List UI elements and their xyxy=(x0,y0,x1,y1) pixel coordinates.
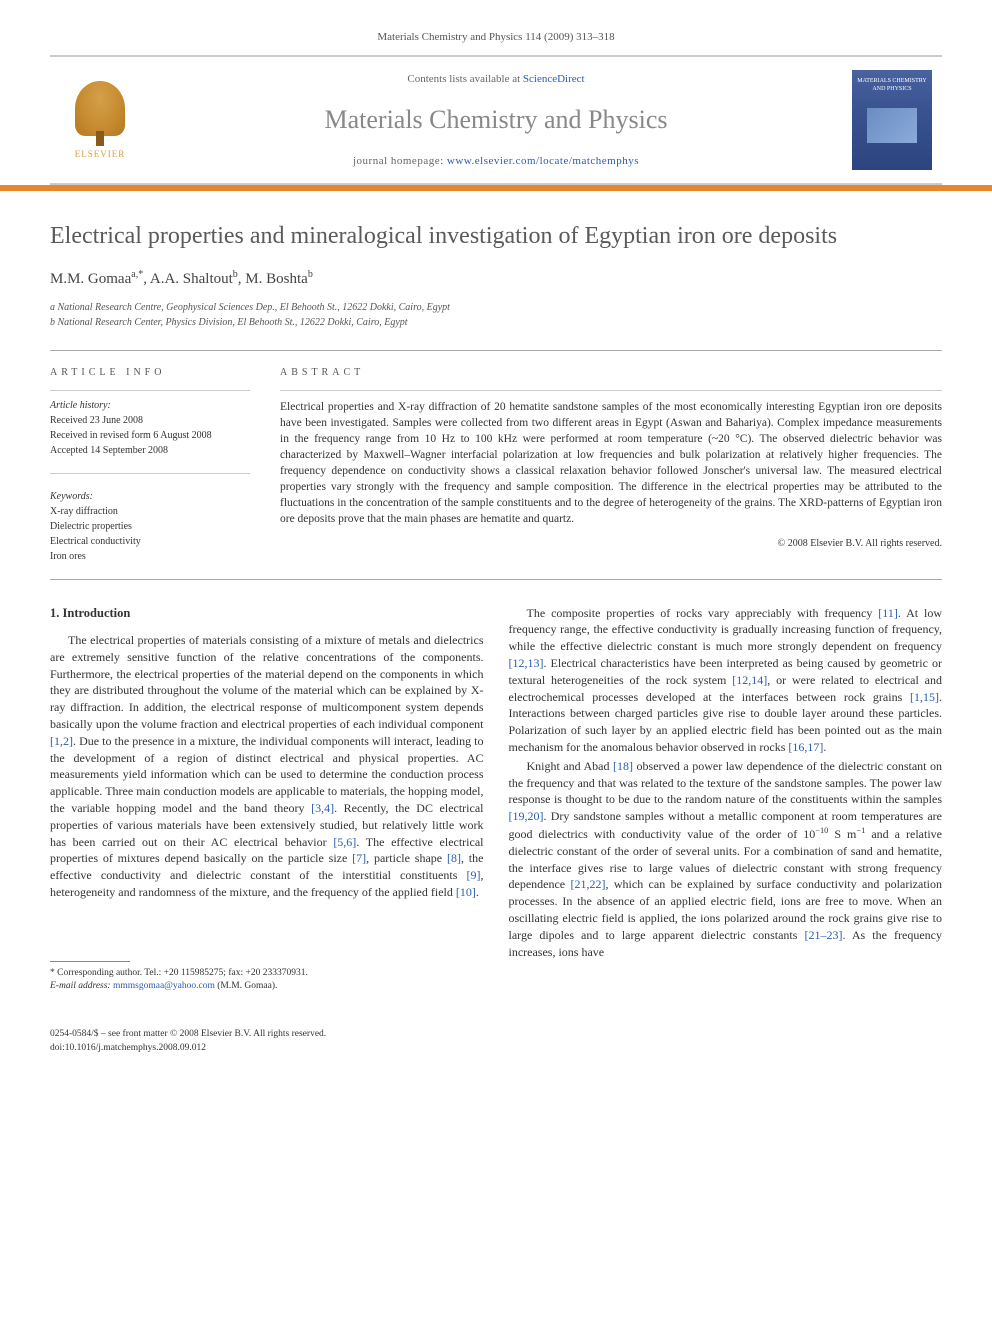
affiliation-a: a National Research Centre, Geophysical … xyxy=(50,300,942,315)
keywords-label: Keywords: xyxy=(50,490,250,504)
ref-link[interactable]: [1,2] xyxy=(50,734,73,748)
abstract-block: ABSTRACT Electrical properties and X-ray… xyxy=(280,366,942,564)
abstract-heading: ABSTRACT xyxy=(280,366,942,380)
sciencedirect-link[interactable]: ScienceDirect xyxy=(523,73,585,85)
ref-link[interactable]: [5,6] xyxy=(333,835,356,849)
cover-title: MATERIALS CHEMISTRY AND PHYSICS xyxy=(852,78,932,92)
footnote-rule xyxy=(50,961,130,962)
abstract-divider xyxy=(280,390,942,391)
affiliations: a National Research Centre, Geophysical … xyxy=(50,300,942,330)
elsevier-label: ELSEVIER xyxy=(75,148,126,161)
email-link[interactable]: mmmsgomaa@yahoo.com xyxy=(113,981,215,991)
journal-header: ELSEVIER Contents lists available at Sci… xyxy=(50,55,942,185)
intro-paragraph-1: The electrical properties of materials c… xyxy=(50,632,484,901)
keyword-1: Dielectric properties xyxy=(50,519,250,534)
article-title: Electrical properties and mineralogical … xyxy=(50,221,942,252)
journal-name: Materials Chemistry and Physics xyxy=(160,102,832,138)
abstract-copyright: © 2008 Elsevier B.V. All rights reserved… xyxy=(280,537,942,551)
citation-line: Materials Chemistry and Physics 114 (200… xyxy=(50,30,942,45)
abstract-text: Electrical properties and X-ray diffract… xyxy=(280,399,942,528)
ref-link[interactable]: [19,20] xyxy=(509,809,544,823)
orange-divider xyxy=(0,185,992,191)
page-footer: 0254-0584/$ – see front matter © 2008 El… xyxy=(50,1020,942,1055)
ref-link[interactable]: [9] xyxy=(467,868,481,882)
issn-line: 0254-0584/$ – see front matter © 2008 El… xyxy=(50,1028,942,1041)
ref-link[interactable]: [21,22] xyxy=(571,877,606,891)
keywords-block: Keywords: X-ray diffraction Dielectric p… xyxy=(50,473,250,564)
ref-link[interactable]: [11] xyxy=(878,606,898,620)
article-info-heading: ARTICLE INFO xyxy=(50,366,250,380)
email-suffix: (M.M. Gomaa). xyxy=(215,981,278,991)
section-1-heading: 1. Introduction xyxy=(50,605,484,623)
elsevier-logo: ELSEVIER xyxy=(60,75,140,165)
ref-link[interactable]: [8] xyxy=(447,851,461,865)
ref-link[interactable]: [21–23] xyxy=(804,928,842,942)
history-label: Article history: xyxy=(50,399,250,413)
authors-line: M.M. Gomaaa,*, A.A. Shaltoutb, M. Boshta… xyxy=(50,268,942,290)
cover-image-icon xyxy=(867,108,917,143)
revised-date: Received in revised form 6 August 2008 xyxy=(50,428,250,443)
article-info-block: ARTICLE INFO Article history: Received 2… xyxy=(50,366,250,564)
homepage-prefix: journal homepage: xyxy=(353,155,447,167)
header-center: Contents lists available at ScienceDirec… xyxy=(140,62,852,179)
contents-prefix: Contents lists available at xyxy=(407,73,522,85)
contents-available: Contents lists available at ScienceDirec… xyxy=(160,72,832,87)
email-line: E-mail address: mmmsgomaa@yahoo.com (M.M… xyxy=(50,980,484,993)
affiliation-b: b National Research Center, Physics Divi… xyxy=(50,315,942,330)
keyword-2: Electrical conductivity xyxy=(50,534,250,549)
ref-link[interactable]: [12,14] xyxy=(732,673,767,687)
ref-link[interactable]: [7] xyxy=(352,851,366,865)
received-date: Received 23 June 2008 xyxy=(50,413,250,428)
corresponding-author: * Corresponding author. Tel.: +20 115985… xyxy=(50,967,484,994)
column-left: 1. Introduction The electrical propertie… xyxy=(50,605,484,1006)
info-divider xyxy=(50,390,250,391)
keyword-3: Iron ores xyxy=(50,549,250,564)
intro-paragraph-2: The composite properties of rocks vary a… xyxy=(509,605,943,756)
intro-paragraph-3: Knight and Abad [18] observed a power la… xyxy=(509,758,943,961)
ref-link[interactable]: [12,13] xyxy=(509,656,544,670)
ref-link[interactable]: [18] xyxy=(613,759,633,773)
ref-link[interactable]: [10] xyxy=(456,885,476,899)
ref-link[interactable]: [3,4] xyxy=(311,801,334,815)
doi-line: doi:10.1016/j.matchemphys.2008.09.012 xyxy=(50,1042,942,1055)
ref-link[interactable]: [1,15] xyxy=(910,690,939,704)
journal-cover-thumbnail: MATERIALS CHEMISTRY AND PHYSICS xyxy=(852,70,932,170)
corresponding-line: * Corresponding author. Tel.: +20 115985… xyxy=(50,967,484,980)
email-label: E-mail address: xyxy=(50,981,113,991)
info-abstract-row: ARTICLE INFO Article history: Received 2… xyxy=(50,350,942,580)
page-container: Materials Chemistry and Physics 114 (200… xyxy=(0,0,992,1085)
keyword-0: X-ray diffraction xyxy=(50,504,250,519)
ref-link[interactable]: [16,17] xyxy=(788,740,823,754)
elsevier-tree-icon xyxy=(75,81,125,136)
journal-homepage: journal homepage: www.elsevier.com/locat… xyxy=(160,154,832,169)
column-right: The composite properties of rocks vary a… xyxy=(509,605,943,1006)
homepage-link[interactable]: www.elsevier.com/locate/matchemphys xyxy=(447,155,639,167)
accepted-date: Accepted 14 September 2008 xyxy=(50,443,250,458)
body-columns: 1. Introduction The electrical propertie… xyxy=(50,605,942,1006)
